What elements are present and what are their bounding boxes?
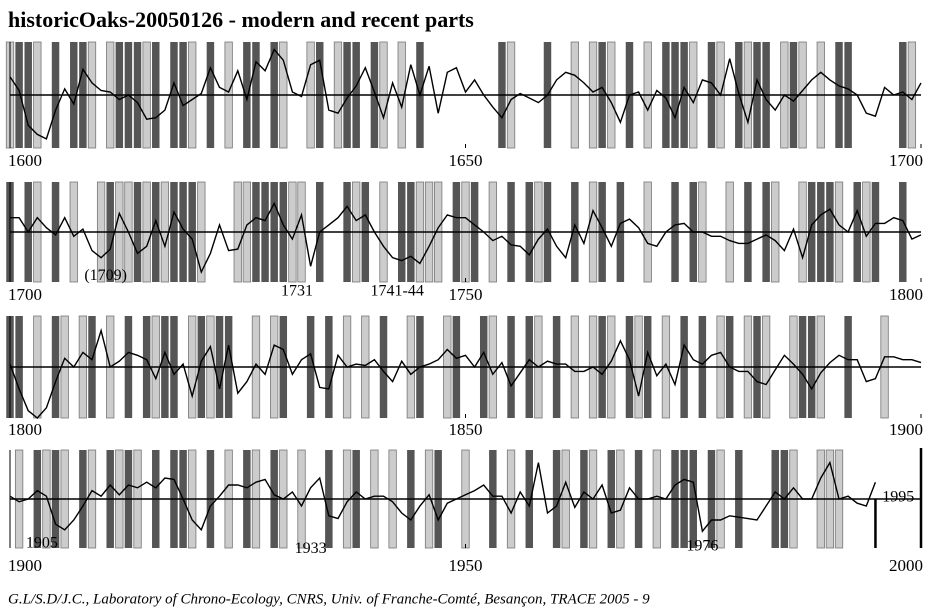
annotation: 1741-44 xyxy=(371,283,424,300)
x-tick-label: 1700 xyxy=(8,285,42,304)
annotation: 1905 xyxy=(26,534,58,551)
x-tick-label: 1750 xyxy=(449,285,483,304)
panel: 1900 1950 2000 1905 1933 1976 1995 xyxy=(8,448,923,575)
annotation: 1731 xyxy=(281,283,313,300)
ring-line xyxy=(9,460,877,533)
annotation: 1976 xyxy=(686,537,718,554)
x-tick-label: 2000 xyxy=(889,556,923,575)
footer: G.L/S.D/J.C., Laboratory of Chrono-Ecolo… xyxy=(8,591,650,607)
panel: 1800 1850 1900 xyxy=(6,315,923,439)
x-tick-label: 1900 xyxy=(8,556,42,575)
ring-line xyxy=(10,201,922,274)
panel: 1700 1750 1800 (1709) 1731 1741-44 xyxy=(6,181,923,304)
x-tick-label: 1700 xyxy=(889,151,923,170)
panel: 1600 1650 1700 xyxy=(5,41,923,170)
x-tick-label: 1800 xyxy=(8,420,42,439)
x-tick-label: 1800 xyxy=(889,285,923,304)
annotation: (1709) xyxy=(84,267,127,284)
x-tick-label: 1950 xyxy=(449,556,483,575)
annotation: 1995 xyxy=(882,488,914,505)
x-tick-label: 1600 xyxy=(8,151,42,170)
ring-line xyxy=(9,48,922,140)
x-tick-label: 1850 xyxy=(449,420,483,439)
x-tick-label: 1900 xyxy=(889,420,923,439)
chart-title: historicOaks-20050126 - modern and recen… xyxy=(8,7,474,32)
x-tick-label: 1650 xyxy=(449,151,483,170)
annotation: 1933 xyxy=(295,540,327,557)
ring-line xyxy=(9,328,922,419)
